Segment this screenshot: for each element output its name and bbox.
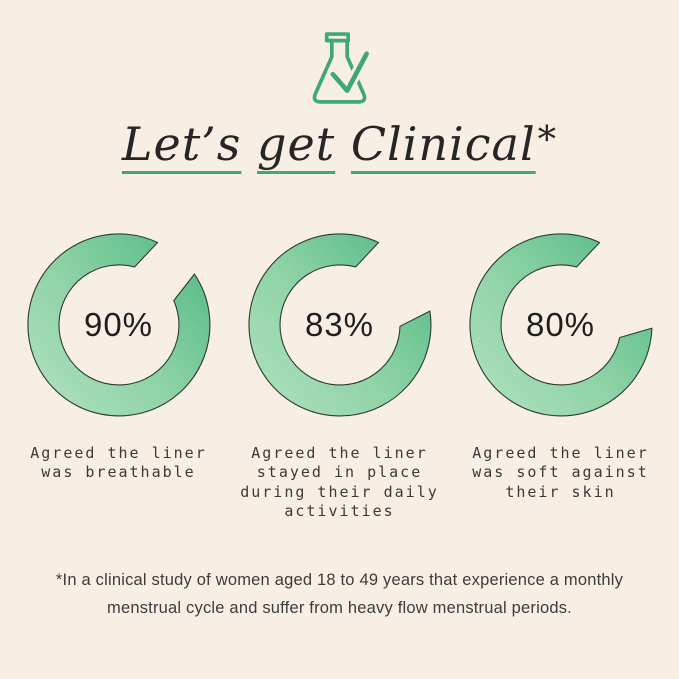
donut-chart-breathable: 90% Agreed the liner was breathable bbox=[12, 230, 225, 483]
donut-chart-soft-skin: 80% Agreed the liner was soft against th… bbox=[454, 230, 667, 503]
footnote-line: *In a clinical study of women aged 18 to… bbox=[55, 570, 624, 589]
donut-caption: Agreed the liner was breathable bbox=[30, 443, 207, 482]
title-word: Clinical bbox=[350, 117, 536, 171]
donut-ring: 83% bbox=[245, 230, 435, 420]
donut-caption: Agreed the liner was soft against their … bbox=[472, 443, 649, 501]
title-word: Let’s bbox=[121, 117, 242, 171]
donut-percent-label: 90% bbox=[83, 305, 154, 343]
title-asterisk: * bbox=[537, 117, 558, 161]
footnote: *In a clinical study of women aged 18 to… bbox=[0, 566, 679, 622]
donut-ring: 80% bbox=[466, 230, 656, 420]
donut-caption: Agreed the liner stayed in place during … bbox=[240, 443, 439, 521]
flask-check-icon bbox=[301, 22, 379, 108]
donut-percent-label: 80% bbox=[525, 305, 596, 343]
donut-chart-stayed-in-place: 83% Agreed the liner stayed in place dur… bbox=[233, 230, 446, 522]
donut-charts-row: 90% Agreed the liner was breathable 83% … bbox=[0, 230, 679, 522]
donut-ring: 90% bbox=[24, 230, 214, 420]
donut-percent-label: 83% bbox=[304, 305, 375, 343]
page-title: Let’s get Clinical* bbox=[0, 116, 679, 174]
title-word: get bbox=[257, 117, 336, 171]
footnote-line: menstrual cycle and suffer from heavy fl… bbox=[107, 598, 572, 617]
